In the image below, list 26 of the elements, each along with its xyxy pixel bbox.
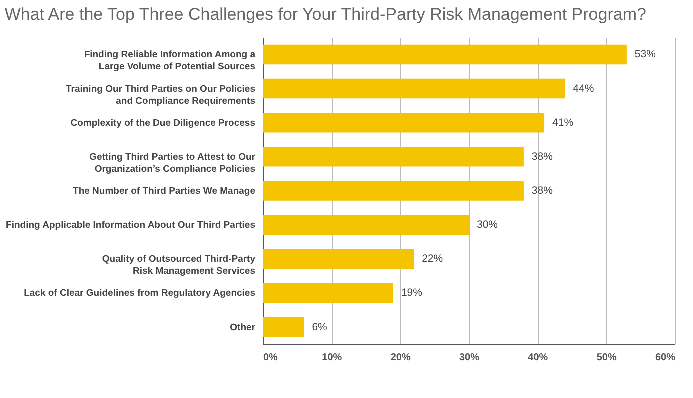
chart-title: What Are the Top Three Challenges for Your Third-Party Risk Management Program? <box>4 5 646 24</box>
y-tick-label: Finding Reliable Information Among a Large Volume of Potential Sources <box>84 50 256 73</box>
y-tick-label: Quality of Outsourced Third-Party Risk Management Services <box>102 254 256 278</box>
data-label: 38% <box>532 185 553 197</box>
x-tick-label: 40% <box>528 352 548 364</box>
x-tick-label: 30% <box>459 352 480 364</box>
y-tick-label: Finding Applicable Information About Our Third Parties <box>6 220 256 232</box>
y-tick-label: Getting Third Parties to Attest to Our Organization’s Compliance Policies <box>90 152 256 175</box>
data-label: 38% <box>532 150 553 163</box>
data-label: 6% <box>312 321 328 334</box>
y-tick-label: Other <box>230 322 256 334</box>
data-label: 30% <box>477 219 498 232</box>
data-label: 41% <box>552 116 574 129</box>
y-tick-label: The Number of Third Parties We Manage <box>73 186 256 197</box>
y-tick-label: Lack of Clear Guidelines from Regulatory Agencies <box>24 288 256 300</box>
x-tick-label: 60% <box>655 352 676 364</box>
x-tick-label: 10% <box>322 352 342 364</box>
y-tick-label: Training Our Third Parties on Our Policies and Compliance Requirements <box>66 84 256 107</box>
data-label: 44% <box>573 82 594 95</box>
x-tick-label: 0% <box>264 352 278 364</box>
data-label: 22% <box>422 253 444 266</box>
y-tick-label: Complexity of the Due Diligence Process <box>70 118 256 129</box>
x-tick-label: 50% <box>596 352 617 364</box>
data-label: 19% <box>401 287 422 300</box>
x-tick-label: 20% <box>390 352 411 364</box>
data-label: 53% <box>634 48 656 61</box>
